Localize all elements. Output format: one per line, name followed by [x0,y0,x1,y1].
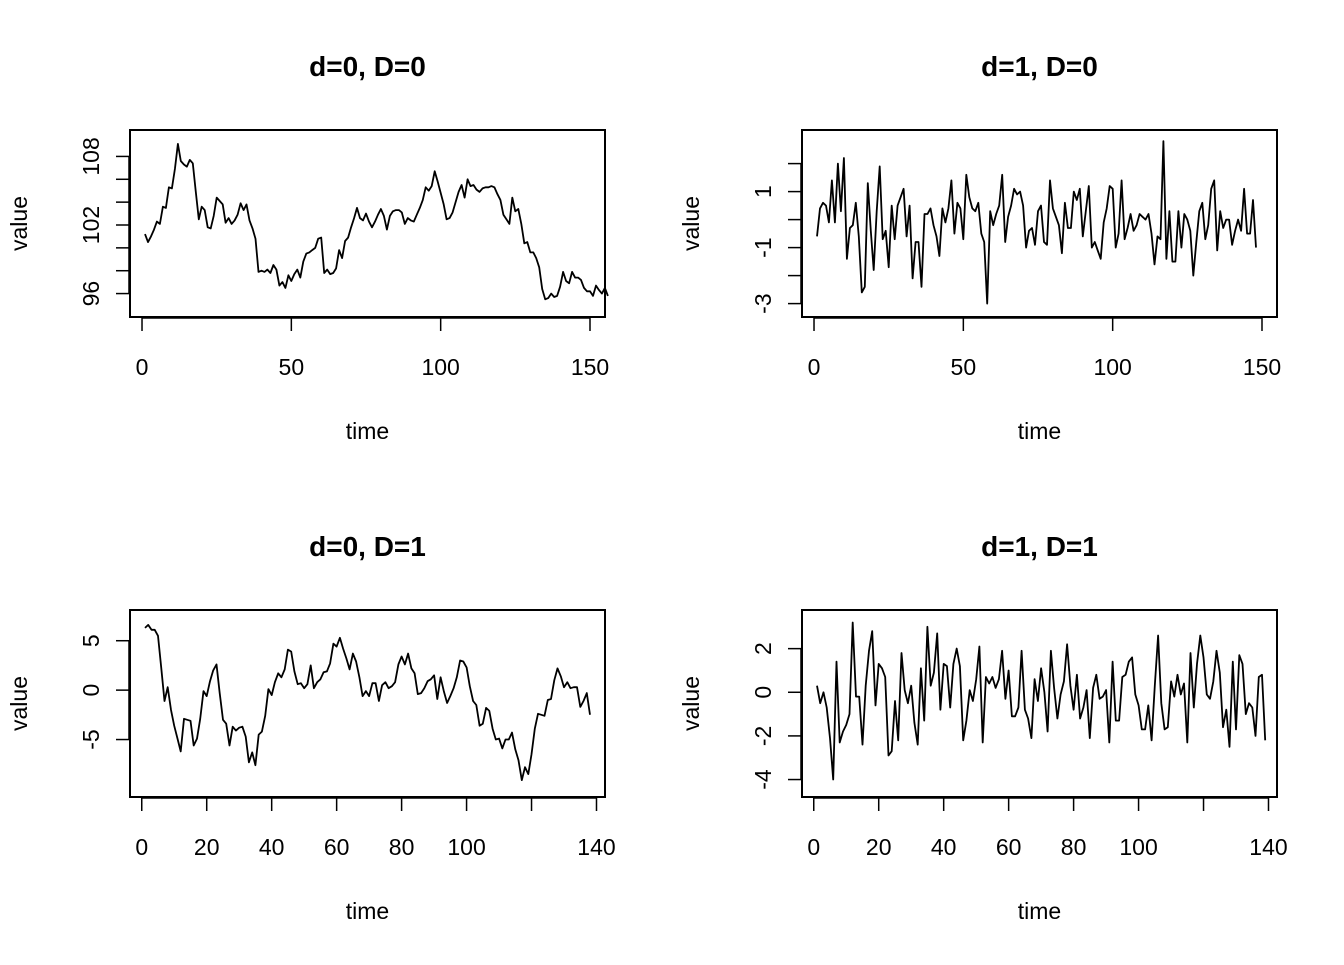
x-tick-label: 50 [279,354,305,380]
y-tick-label: -4 [750,769,776,790]
plot-frame [129,129,606,318]
x-tick-label: 100 [1119,834,1157,860]
panel-title: d=1, D=1 [981,531,1098,562]
plot-frame [129,609,606,798]
x-tick-label: 140 [577,834,615,860]
x-tick-label: 140 [1249,834,1287,860]
x-tick-label: 0 [136,354,149,380]
series-line [816,140,1257,305]
x-axis-label: time [1018,898,1061,924]
y-axis: 96 102 108 [78,137,130,306]
y-tick-label: 5 [78,634,104,647]
x-tick-label: 150 [1243,354,1281,380]
x-tick-label: 50 [951,354,977,380]
x-tick-label: 100 [1093,354,1131,380]
x-axis: 0 20 40 60 80 100 140 [807,797,1288,860]
y-tick-label: -3 [750,293,776,313]
x-tick-label: 0 [135,834,148,860]
series-line [816,621,1267,781]
x-tick-label: 80 [1061,834,1087,860]
panel-3: d=0, D=1 0 20 40 60 80 100 140 time -5 0 5 value [6,531,616,924]
x-axis-label: time [346,898,389,924]
y-tick-label: 102 [78,206,104,244]
x-tick-label: 60 [324,834,350,860]
series-line [144,624,591,781]
y-axis-label: value [6,196,32,251]
panel-title: d=1, D=0 [981,51,1098,82]
x-tick-label: 20 [866,834,892,860]
y-axis-label: value [678,676,704,731]
x-axis: 0 50 100 150 [808,317,1281,380]
y-tick-label: -2 [750,726,776,746]
x-axis-label: time [1018,418,1061,444]
y-tick-label: -5 [78,729,104,749]
y-axis: -4 -2 0 2 [750,642,802,790]
panel-title: d=0, D=1 [309,531,426,562]
y-tick-label: 108 [78,137,104,175]
x-tick-label: 100 [447,834,485,860]
x-tick-label: 0 [808,354,821,380]
plot-frame [801,129,1278,318]
x-tick-label: 150 [571,354,609,380]
y-axis-label: value [678,196,704,251]
x-axis: 0 50 100 150 [136,317,609,380]
y-tick-label: 96 [78,281,104,307]
y-tick-label: 0 [750,686,776,699]
x-axis-label: time [346,418,389,444]
panel-2: d=1, D=0 0 50 100 150 time -3 -1 1 value [678,51,1281,444]
x-tick-label: 60 [996,834,1022,860]
y-tick-label: 1 [750,185,776,198]
x-tick-label: 0 [807,834,820,860]
series-line [144,142,609,301]
y-axis: -5 0 5 [78,634,130,750]
x-axis: 0 20 40 60 80 100 140 [135,797,616,860]
x-tick-label: 20 [194,834,220,860]
panel-4: d=1, D=1 0 20 40 60 80 100 140 time -4 -2 0 2 value [678,531,1288,924]
x-tick-label: 40 [259,834,285,860]
panel-1: d=0, D=0 0 50 100 150 time 96 102 108 value [6,51,609,444]
panel-title: d=0, D=0 [309,51,426,82]
y-axis: -3 -1 1 [750,162,802,314]
plot-frame [801,609,1278,798]
y-tick-label: -1 [750,237,776,257]
x-tick-label: 40 [931,834,957,860]
x-tick-label: 100 [421,354,459,380]
y-tick-label: 2 [750,642,776,655]
y-axis-label: value [6,676,32,731]
x-tick-label: 80 [389,834,415,860]
y-tick-label: 0 [78,684,104,697]
